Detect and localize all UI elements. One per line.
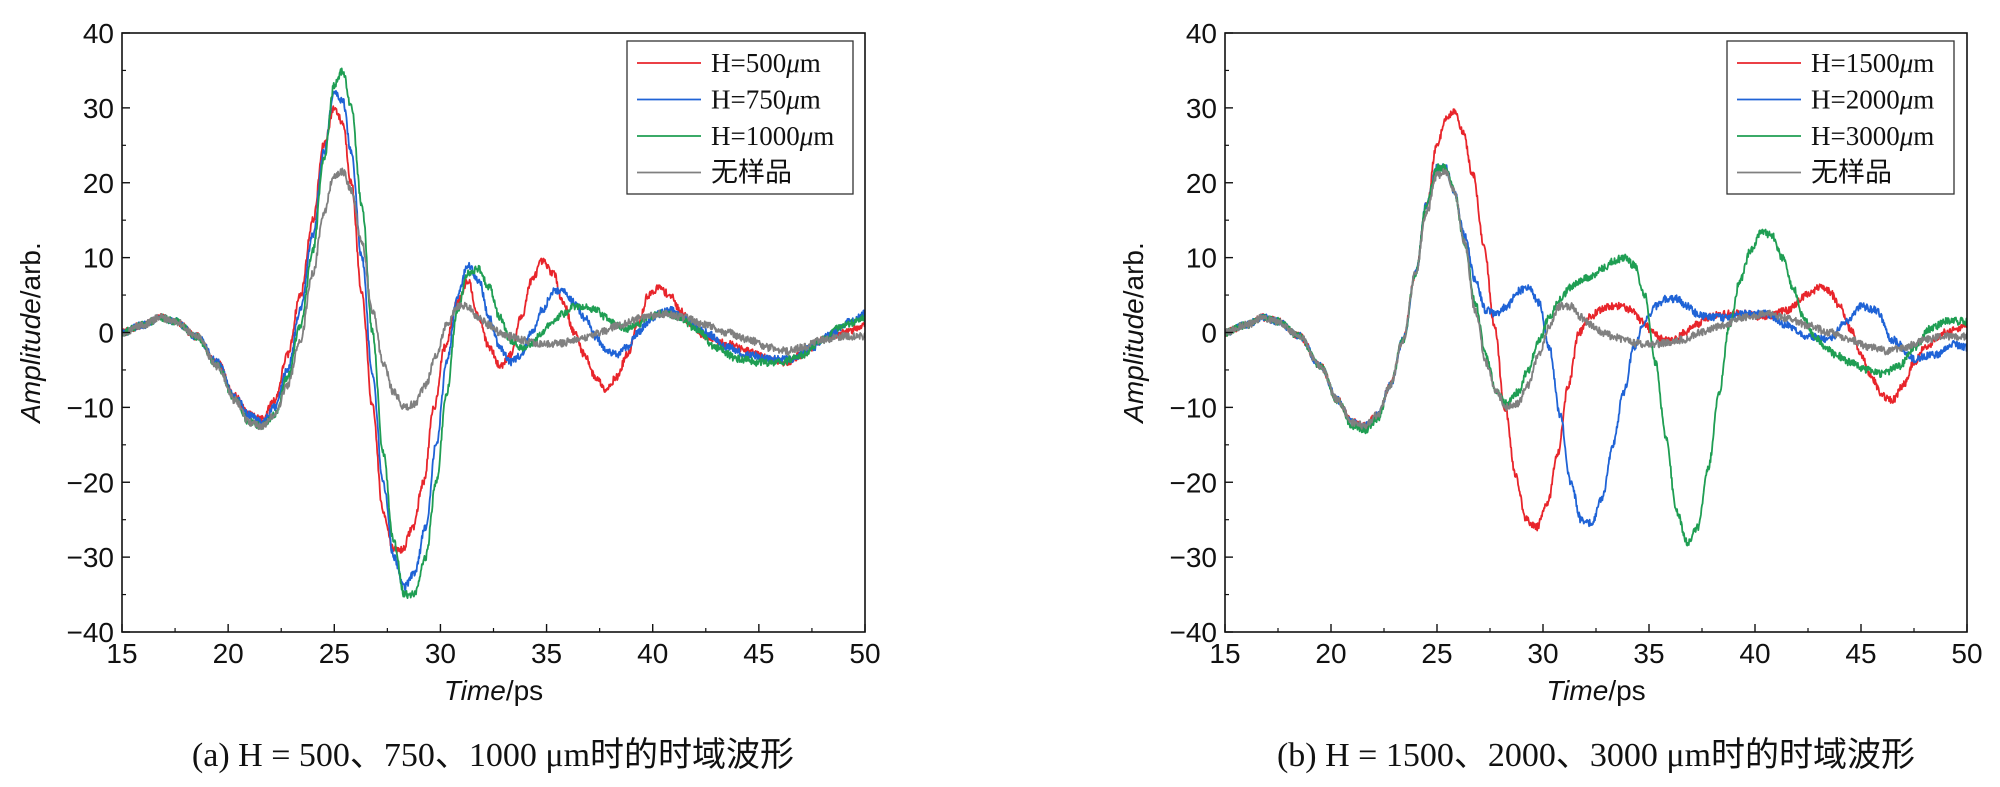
chart-b-x-tick-label: 40 (1739, 638, 1770, 669)
chart-b-x-tick-label: 15 (1209, 638, 1240, 669)
chart-a-y-tick-label: 30 (83, 93, 114, 124)
chart-b-y-tick-label: −20 (1170, 467, 1218, 498)
chart-a-y-tick-label: −20 (67, 467, 115, 498)
chart-b-series-line-1 (1225, 163, 1967, 528)
chart-b-y-axis-label: Amplitude/arb. (1118, 242, 1149, 425)
chart-b-x-tick-label: 50 (1951, 638, 1982, 669)
chart-a-x-tick-label: 25 (319, 638, 350, 669)
chart-panel-b: 15 20 25 30 35 40 45 50 −40 −30 −20 −10 0 10 20 30 40 Tim… (1118, 18, 1983, 774)
chart-a-y-tick-label: −40 (67, 617, 115, 648)
chart-b-y-tick-label: 40 (1186, 18, 1217, 49)
chart-a-x-tick-label: 45 (743, 638, 774, 669)
chart-a-x-tick-label: 15 (106, 638, 137, 669)
chart-a-y-tick-label: 0 (98, 318, 114, 349)
chart-a-series-group (122, 67, 865, 600)
chart-a-legend-label-3: 无样品 (711, 158, 792, 188)
chart-b-x-tick-label: 30 (1527, 638, 1558, 669)
chart-b-series-line-3 (1225, 168, 1967, 430)
chart-a-legend-box (626, 40, 854, 195)
chart-b-legend-label-0: H=1500μm (1811, 48, 1934, 78)
chart-a-legend-label-1: H=750μm (711, 85, 821, 115)
chart-b-legend-label-1: H=2000μm (1811, 85, 1934, 115)
chart-a-caption: (a) H = 500、750、1000 μm时的时域波形 (192, 736, 794, 774)
chart-a-x-tick-label: 20 (213, 638, 244, 669)
chart-b-y-tick-label: 10 (1186, 243, 1217, 274)
chart-b-y-tick-label: 20 (1186, 168, 1217, 199)
chart-b-legend-label-2: H=3000μm (1811, 121, 1934, 151)
chart-b-series-group (1225, 108, 1967, 547)
chart-a-x-tick-label: 40 (637, 638, 668, 669)
chart-b-legend-label-3: 无样品 (1811, 158, 1892, 188)
chart-a-legend: H=500μm H=750μm H=1000μm 无样品 (626, 40, 854, 195)
chart-a-y-tick-label: 10 (83, 243, 114, 274)
chart-a-legend-label-2: H=1000μm (711, 121, 834, 151)
chart-b-x-axis-label: Time/ps (1546, 675, 1645, 706)
chart-a-legend-label-0: H=500μm (711, 48, 821, 78)
chart-b-x-tick-label: 35 (1633, 638, 1664, 669)
chart-b-legend: H=1500μm H=2000μm H=3000μm 无样品 (1726, 40, 1955, 195)
chart-a-series-line-3 (122, 167, 865, 431)
chart-b-x-tick-label: 20 (1315, 638, 1346, 669)
chart-a-series-line-1 (122, 89, 865, 592)
chart-b-y-tick-label: −10 (1170, 392, 1218, 423)
chart-b-x-tick-label: 25 (1421, 638, 1452, 669)
chart-b-y-tick-label: −30 (1170, 542, 1218, 573)
chart-b-x-tick-label: 45 (1845, 638, 1876, 669)
chart-a-y-tick-label: 40 (83, 18, 114, 49)
chart-b-y-tick-label: 30 (1186, 93, 1217, 124)
chart-b-y-tick-label: 0 (1201, 318, 1217, 349)
chart-b-y-tick-label: −40 (1170, 617, 1218, 648)
chart-a-y-axis-label: Amplitude/arb. (15, 242, 46, 425)
chart-a-y-tick-label: −30 (67, 542, 115, 573)
chart-b-legend-box (1726, 40, 1955, 195)
chart-b-caption: (b) H = 1500、2000、3000 μm时的时域波形 (1277, 736, 1915, 774)
chart-a-y-tick-label: −10 (67, 392, 115, 423)
chart-a-x-tick-label: 50 (849, 638, 880, 669)
chart-a-y-tick-label: 20 (83, 168, 114, 199)
chart-a-x-axis-label: Time/ps (444, 675, 543, 706)
chart-panel-a: 15 20 25 30 35 40 45 50 −40 −30 −20 −10 0 10 20 30 40 Tim… (15, 18, 881, 774)
chart-a-x-tick-label: 35 (531, 638, 562, 669)
chart-a-x-tick-label: 30 (425, 638, 456, 669)
chart-b-series-line-2 (1225, 163, 1967, 547)
